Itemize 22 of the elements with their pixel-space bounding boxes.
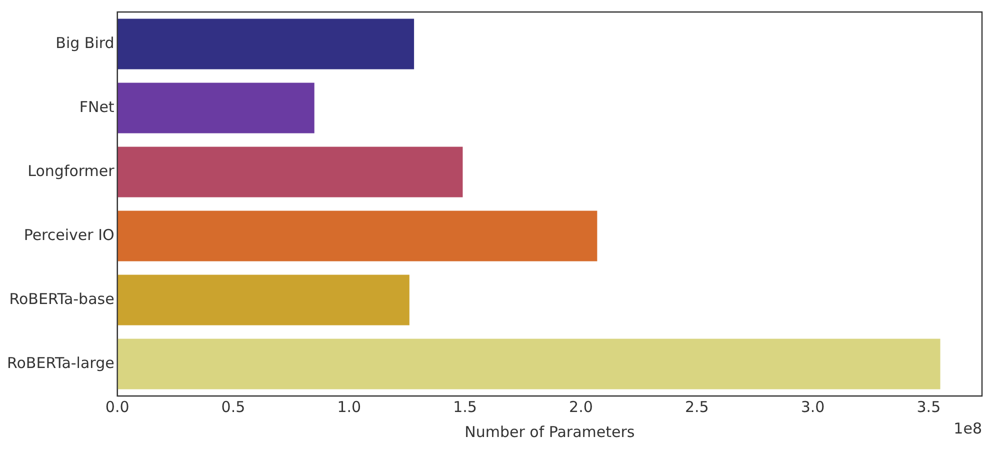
x-tick-label: 2.0 <box>569 398 593 416</box>
x-tick-label: 0.5 <box>221 398 246 416</box>
text: 1e8 <box>954 419 982 438</box>
y-tick-label: RoBERTa-large <box>6 354 114 372</box>
x-tick-label: 1.0 <box>337 398 362 416</box>
x-tick-label: 1.5 <box>453 398 477 416</box>
y-tick-label: Big Bird <box>56 34 114 52</box>
x-tick-label: 3.0 <box>800 398 825 416</box>
x-tick-label: 3.5 <box>916 398 941 416</box>
y-tick-label: RoBERTa-base <box>9 290 114 308</box>
x-tick-label: 2.5 <box>684 398 709 416</box>
bar <box>117 210 598 262</box>
x-axis-title: Number of Parameters <box>464 422 635 441</box>
y-tick-label: FNet <box>79 98 114 116</box>
bar <box>117 338 940 390</box>
bar <box>117 18 414 70</box>
bar <box>117 146 463 198</box>
y-tick-label: Perceiver IO <box>24 226 114 244</box>
y-tick-label: Longformer <box>28 162 116 180</box>
x-tick-label: 0.0 <box>105 398 130 416</box>
bar <box>117 274 410 326</box>
bar <box>117 82 314 134</box>
